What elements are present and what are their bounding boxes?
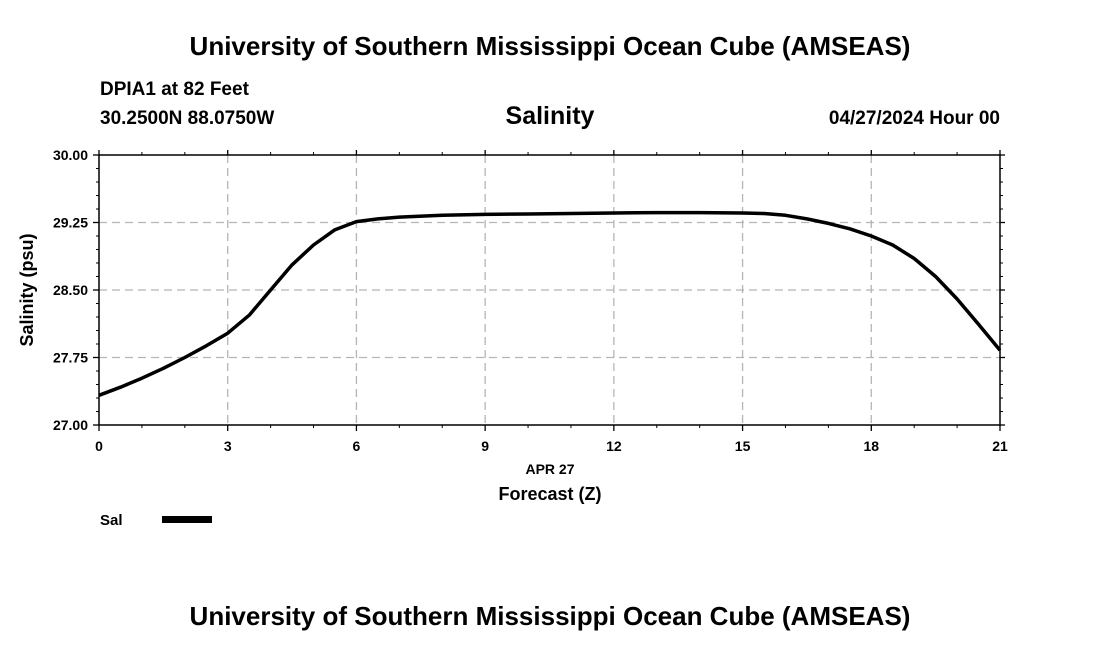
chart-main-title: University of Southern Mississippi Ocean… [190, 31, 911, 61]
x-tick-label: 18 [863, 438, 879, 454]
footer-title: University of Southern Mississippi Ocean… [190, 601, 911, 631]
legend-label: Sal [100, 512, 123, 529]
y-tick-label: 28.50 [53, 282, 88, 298]
x-tick-label: 9 [481, 438, 489, 454]
x-tick-label: 0 [95, 438, 103, 454]
x-axis-label: Forecast (Z) [498, 484, 601, 504]
station-label: DPIA1 at 82 Feet [100, 79, 250, 100]
y-tick-label: 30.00 [53, 147, 88, 163]
variable-title: Salinity [506, 102, 595, 130]
y-tick-label: 27.00 [53, 417, 88, 433]
plot-frame [98, 154, 1001, 426]
x-tick-label: 12 [606, 438, 622, 454]
x-tick-label: 21 [992, 438, 1008, 454]
x-tick-label: 6 [353, 438, 361, 454]
coordinates-label: 30.2500N 88.0750W [100, 108, 274, 129]
y-tick-label: 27.75 [53, 350, 88, 366]
x-date-label: APR 27 [525, 461, 574, 477]
y-tick-label: 29.25 [53, 215, 88, 231]
legend-swatch [162, 516, 212, 523]
axis-ticks [93, 150, 1005, 431]
tick-labels: 0 3 6 9 12 15 18 21 27.00 27.75 28.50 29.25 30.00 [53, 147, 1008, 454]
salinity-series-line [98, 210, 1002, 397]
x-tick-label: 15 [735, 438, 751, 454]
x-tick-label: 3 [224, 438, 232, 454]
forecast-datetime: 04/27/2024 Hour 00 [829, 108, 1000, 129]
y-axis-label: Salinity (psu) [17, 233, 37, 346]
grid-lines [99, 155, 1000, 425]
